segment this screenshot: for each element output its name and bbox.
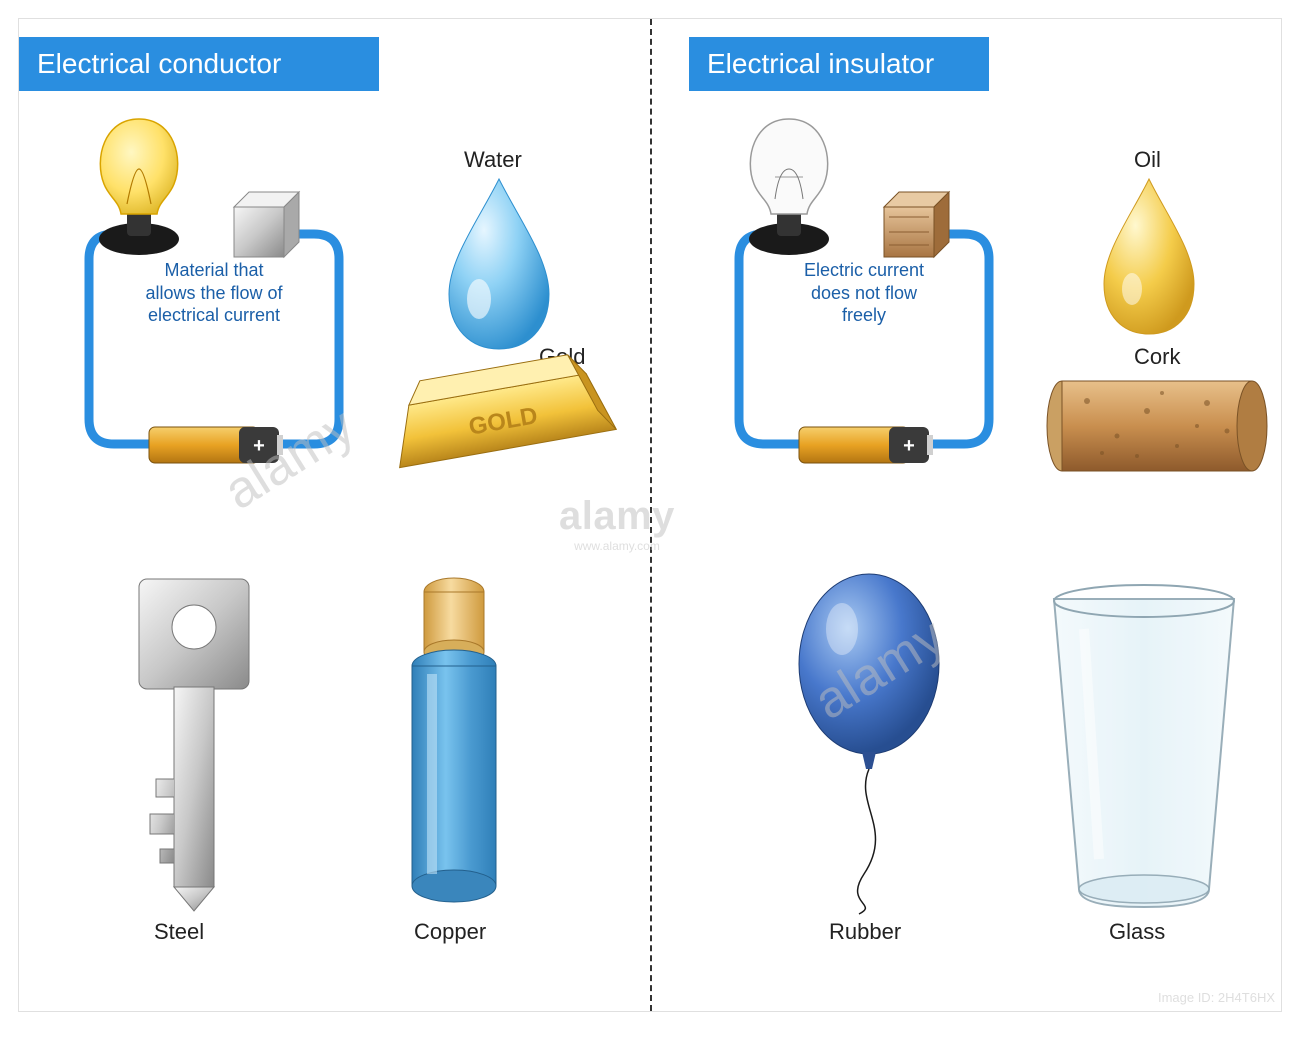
right-circuit: + (739, 119, 989, 463)
infographic-canvas: Electrical conductor Electrical insulato… (0, 0, 1300, 1040)
metal-cube-icon (234, 192, 299, 257)
wood-cube-icon (884, 192, 949, 257)
gold-bar-icon: GOLD (385, 349, 616, 468)
glass-cup-icon (1054, 585, 1234, 907)
water-drop-icon (449, 179, 549, 349)
frame: Electrical conductor Electrical insulato… (18, 18, 1282, 1012)
watermark-center: alamy www.alamy.com (559, 494, 675, 553)
watermark-id: Image ID: 2H4T6HX (1158, 990, 1275, 1005)
bulb-off-icon (750, 119, 827, 214)
oil-drop-icon (1104, 179, 1194, 334)
left-circuit: + (89, 119, 339, 463)
cork-icon (1047, 381, 1267, 471)
copper-wire-icon (412, 578, 496, 902)
battery-right: + (799, 427, 933, 463)
battery-plus-right: + (903, 435, 915, 457)
bulb-on-icon (100, 119, 177, 214)
wire-right (739, 234, 989, 444)
wire-left (89, 234, 339, 444)
steel-key-icon (139, 579, 249, 911)
